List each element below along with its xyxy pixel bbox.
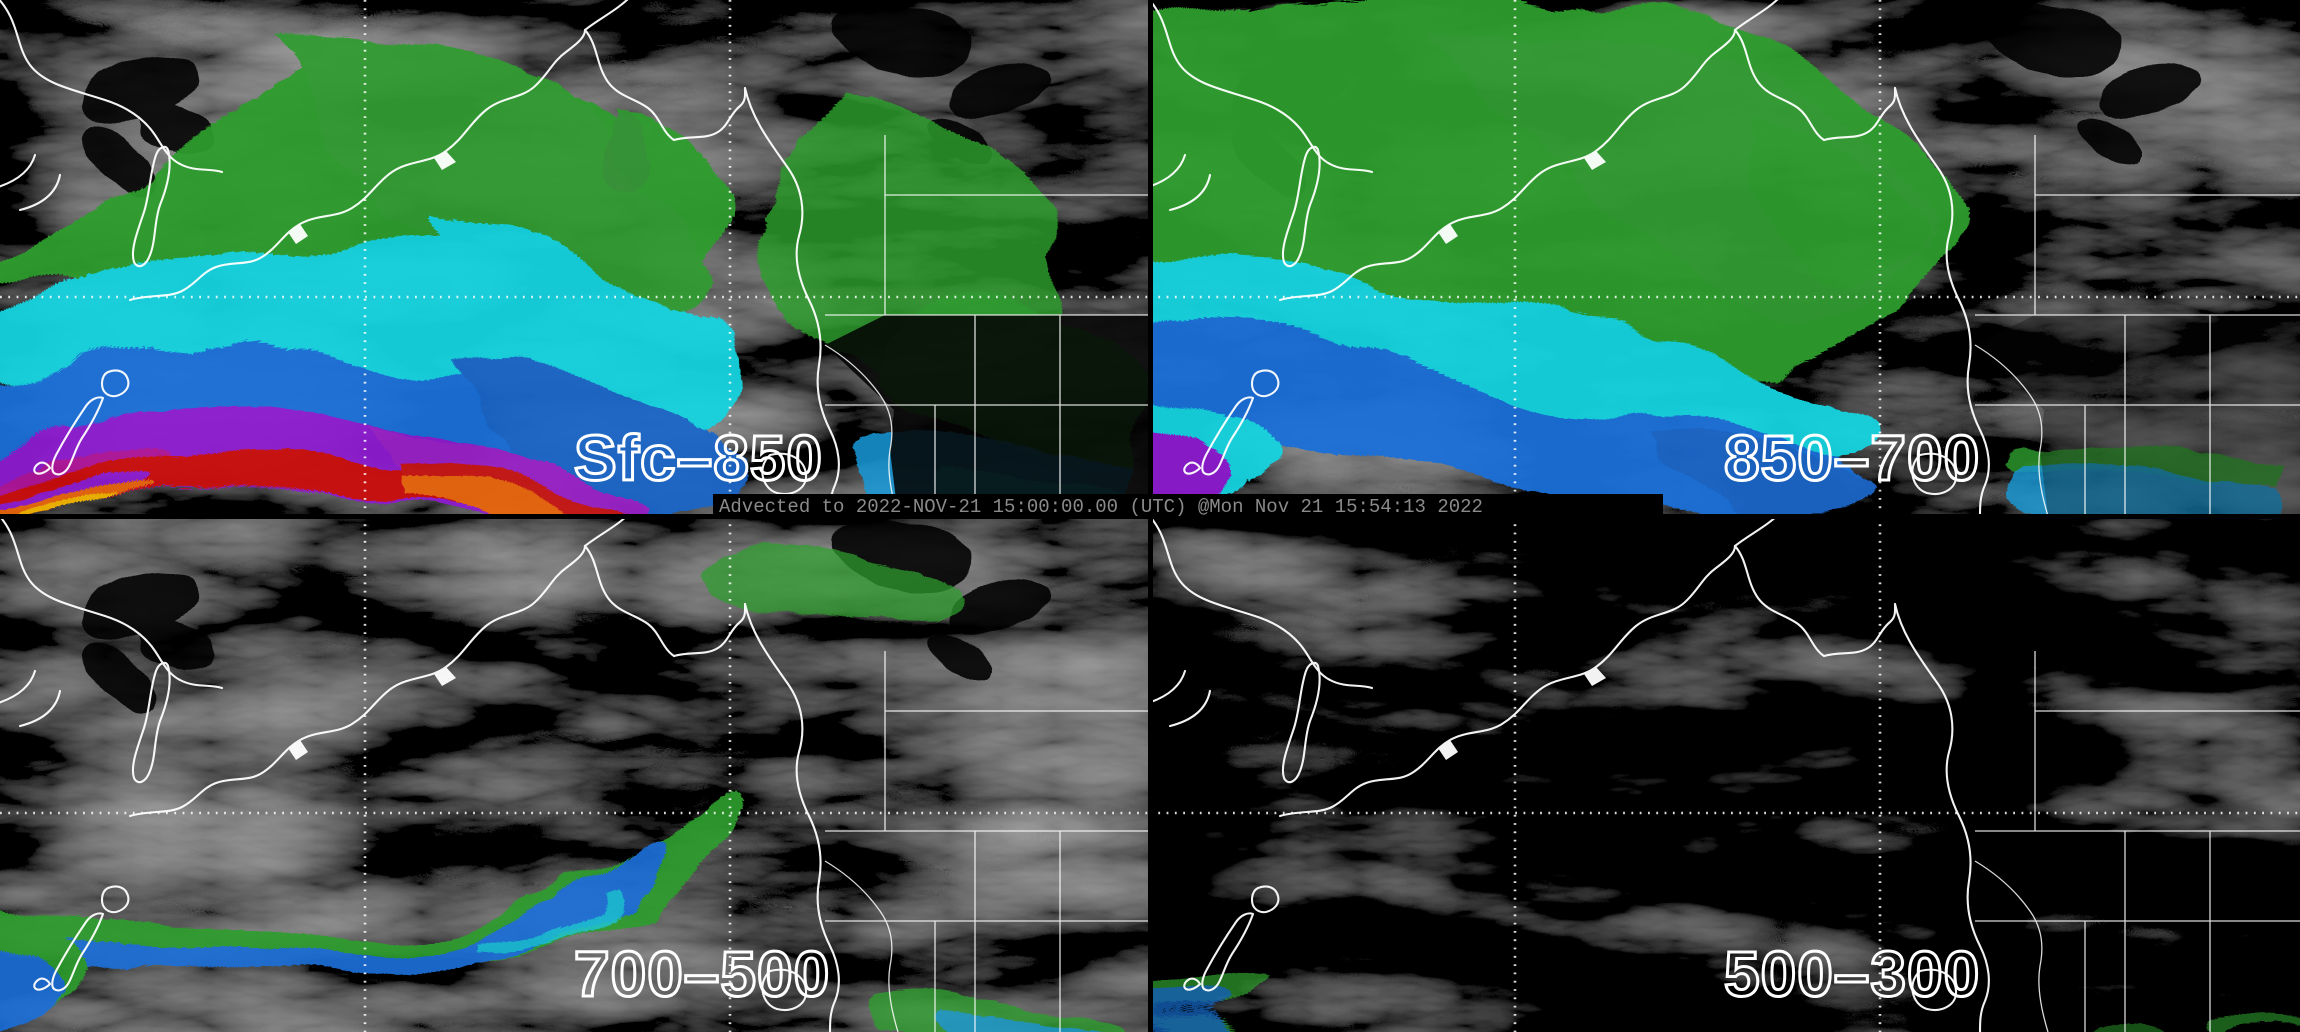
svg-text:850–700: 850–700 (1724, 422, 1980, 494)
svg-text:700–500: 700–500 (574, 938, 830, 1010)
svg-text:500–300: 500–300 (1724, 938, 1980, 1010)
svg-text:Sfc–850: Sfc–850 (574, 422, 823, 494)
